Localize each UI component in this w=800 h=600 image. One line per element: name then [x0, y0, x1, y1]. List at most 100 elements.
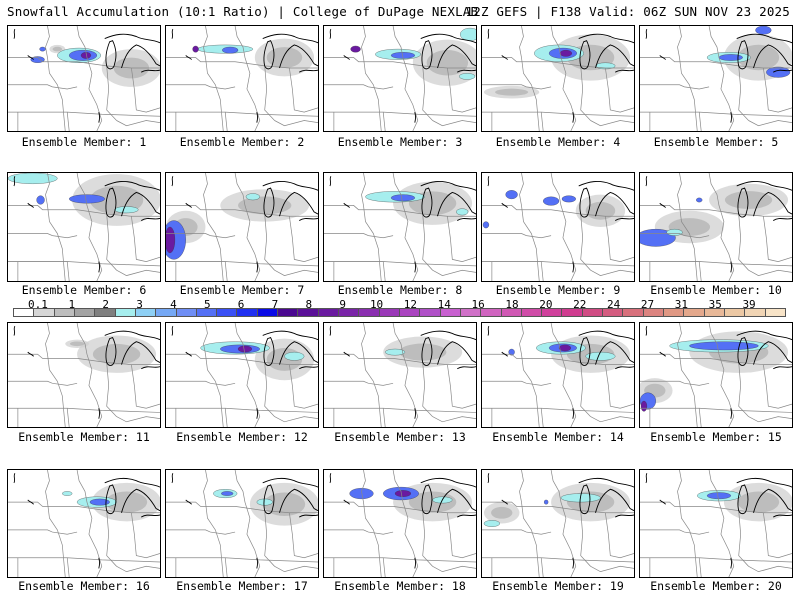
member-label: Ensemble Member: 7 [179, 283, 305, 297]
colorbar-tick-label: 35 [708, 298, 722, 311]
map-svg [482, 26, 634, 131]
snowfall-map [481, 172, 635, 282]
snowfall-map [165, 469, 319, 578]
snow-mid-area [544, 499, 549, 505]
snowfall-map [323, 469, 477, 578]
snow-light-area [483, 520, 500, 527]
colorbar-swatch [74, 309, 96, 316]
snowfall-map [639, 172, 793, 282]
snow-mid-area [69, 194, 105, 204]
member-label: Ensemble Member: 15 [650, 430, 782, 444]
map-svg [8, 470, 160, 577]
snow-mid-area [718, 54, 743, 61]
snow-mid-area [696, 197, 703, 203]
snow-mid-area [30, 56, 45, 63]
colorbar-swatch [724, 309, 746, 316]
colorbar-tick-label: 8 [305, 298, 313, 311]
snow-light-area [460, 27, 476, 41]
colorbar-swatch [704, 309, 725, 316]
colorbar-tick-label: 27 [640, 298, 655, 311]
snow-light-area [385, 348, 406, 356]
member-label: Ensemble Member: 17 [176, 579, 308, 593]
snowfall-map [7, 469, 161, 578]
snow-heavy-area [558, 344, 571, 352]
colorbar-swatch [582, 309, 604, 316]
colorbar-swatch [420, 309, 441, 316]
map-svg [324, 470, 476, 577]
snowfall-map [7, 172, 161, 282]
colorbar-legend: 0.1 1 2 3 4 5 6 7 8 9 10 12 14 16 18 20 22 24 27 31 35 39 [13, 298, 786, 320]
colorbar-swatch [603, 309, 624, 316]
snow-heavy-area [559, 49, 572, 57]
snow-trace-area [266, 47, 303, 68]
map-svg [482, 470, 634, 577]
colorbar-tick-label: 10 [369, 298, 384, 311]
snow-light-area [459, 73, 476, 80]
colorbar-tick-label: 5 [203, 298, 211, 311]
snow-trace-area [52, 46, 63, 52]
snowfall-map [323, 25, 477, 132]
map-title: Snowfall Accumulation (10:1 Ratio) | Col… [7, 4, 479, 19]
snow-mid-area [222, 46, 239, 54]
snow-mid-area [706, 492, 731, 500]
snow-mid-area [89, 498, 110, 506]
snow-light-area [666, 228, 683, 236]
colorbar-swatch [440, 309, 461, 316]
snow-mid-area [390, 194, 415, 202]
colorbar-tick-label: 20 [539, 298, 553, 311]
colorbar-tick-label: 6 [237, 298, 245, 311]
colorbar-tick-label: 7 [271, 298, 279, 311]
snowfall-map [481, 25, 635, 132]
map-svg [166, 470, 318, 577]
snowfall-map [165, 25, 319, 132]
member-label: Ensemble Member: 11 [18, 430, 150, 444]
snow-light-area [245, 193, 260, 201]
colorbar-tick-label: 2 [102, 298, 109, 311]
snowfall-map [323, 172, 477, 282]
snow-light-area [456, 208, 469, 216]
snow-mid-area [561, 195, 576, 203]
member-label: Ensemble Member: 14 [492, 430, 624, 444]
colorbar-tick-label: 24 [606, 298, 621, 311]
valid-time: 12Z GEFS | F138 Valid: 06Z SUN NOV 23 20… [465, 4, 790, 19]
member-label: Ensemble Member: 3 [337, 135, 463, 149]
colorbar-labels: 0.1 1 2 3 4 5 6 7 8 9 10 12 14 16 18 20 22 24 27 31 35 39 [13, 298, 786, 311]
snow-heavy-area [640, 400, 648, 412]
snowfall-map [7, 25, 161, 132]
map-svg [640, 173, 792, 281]
snowfall-map [323, 322, 477, 428]
colorbar-swatch [318, 309, 339, 316]
colorbar-tick-label: 4 [170, 298, 177, 311]
colorbar-swatch [217, 309, 238, 316]
colorbar-swatch [95, 309, 116, 316]
colorbar-swatch [156, 309, 177, 316]
snowfall-map [481, 469, 635, 578]
map-svg [324, 26, 476, 131]
snow-trace-area [69, 341, 85, 347]
colorbar-tick-label: 16 [471, 298, 485, 311]
colorbar-swatch [115, 309, 136, 316]
snowfall-map [165, 322, 319, 428]
map-svg [640, 323, 792, 427]
colorbar-swatch [298, 309, 319, 316]
member-label: Ensemble Member: 2 [179, 135, 305, 149]
colorbar-swatch [34, 309, 55, 316]
colorbar-swatch [542, 309, 563, 316]
member-label: Ensemble Member: 16 [18, 579, 150, 593]
map-svg [8, 173, 160, 281]
snow-trace-area [399, 343, 447, 361]
colorbar-swatch [684, 309, 705, 316]
member-label: Ensemble Member: 6 [21, 283, 147, 297]
snow-light-area [284, 351, 305, 361]
snow-trace-area [491, 506, 513, 519]
member-label: Ensemble Member: 10 [650, 283, 782, 297]
colorbar-tick-label: 12 [403, 298, 418, 311]
colorbar-tick-label: 18 [505, 298, 519, 311]
snow-mid-area [543, 196, 560, 206]
map-svg [166, 323, 318, 427]
snow-light-area [114, 206, 139, 214]
snow-mid-area [221, 491, 234, 496]
colorbar-swatch [54, 309, 75, 316]
colorbar-tick-label: 1 [68, 298, 76, 311]
snow-mid-area [766, 66, 791, 78]
